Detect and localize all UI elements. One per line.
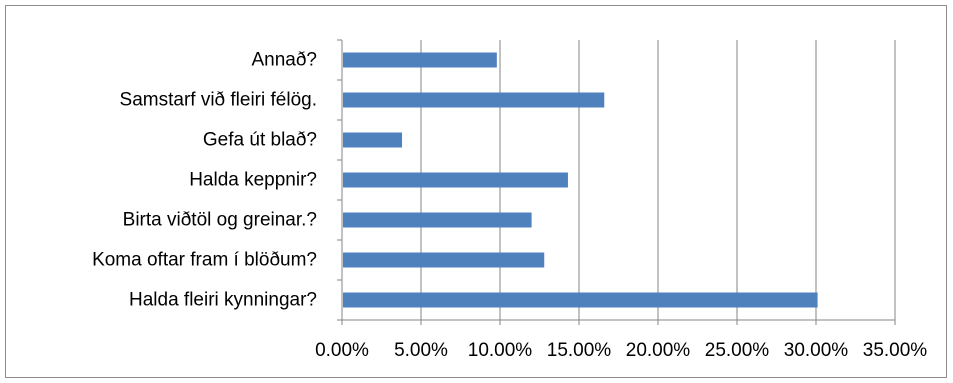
category-labels: Annað? Samstarf við fleiri félög. Gefa út … — [92, 50, 317, 311]
bars — [343, 52, 818, 308]
category-label: Koma oftar fram í blöðum? — [92, 250, 317, 271]
x-tick-label: 20.00% — [626, 340, 691, 361]
bar — [343, 292, 818, 308]
bar — [343, 132, 403, 148]
category-label: Annað? — [251, 50, 317, 71]
category-label: Halda fleiri kynningar? — [129, 290, 317, 311]
x-tick-label: 15.00% — [547, 340, 612, 361]
category-label: Gefa út blað? — [203, 130, 317, 151]
x-tick-label: 10.00% — [468, 340, 533, 361]
category-label: Halda keppnir? — [189, 170, 317, 191]
category-label: Birta viðtöl og greinar.? — [123, 210, 317, 231]
x-tick-label: 0.00% — [315, 340, 369, 361]
x-tick-label: 5.00% — [394, 340, 448, 361]
bar — [343, 212, 532, 228]
category-label: Samstarf við fleiri félög. — [120, 90, 317, 111]
x-tick-label: 30.00% — [784, 340, 849, 361]
x-tick-labels: 0.00% 5.00% 10.00% 15.00% 20.00% 25.00% 30.00%… — [315, 340, 927, 361]
bar — [343, 252, 545, 268]
axes — [337, 39, 896, 325]
bar — [343, 52, 497, 68]
bar — [343, 172, 568, 188]
x-tick-label: 25.00% — [705, 340, 770, 361]
gridlines — [420, 40, 896, 320]
x-tick-label: 35.00% — [863, 340, 928, 361]
bar — [343, 92, 605, 108]
